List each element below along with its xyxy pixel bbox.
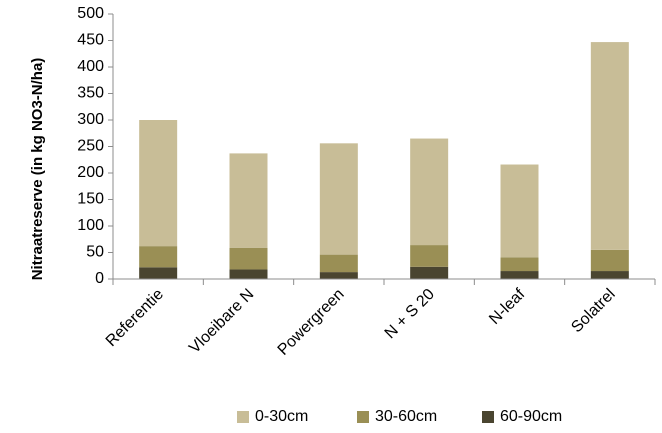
y-tick-label: 0 — [95, 270, 104, 287]
axes — [112, 14, 656, 285]
bar-segment-0-30cm — [410, 138, 449, 246]
x-tick-label: N + S 20 — [382, 286, 438, 342]
bar-segment-0-30cm — [590, 42, 629, 250]
bar-segment-60-90cm — [319, 272, 358, 279]
x-tick-label: Powergreen — [275, 286, 348, 359]
legend-label: 60-90cm — [500, 408, 562, 425]
y-tick-label: 350 — [77, 85, 104, 102]
y-axis: 0 50 100 150 200 250 300 350 400 450 500 — [77, 5, 113, 287]
bar-segment-60-90cm — [410, 266, 449, 279]
legend-swatch-30-60cm — [357, 411, 369, 423]
bar-segment-30-60cm — [319, 254, 358, 273]
bar-segment-60-90cm — [229, 269, 268, 279]
x-axis-labels: Referentie Vloeibare N Powergreen N + S 20 N… — [103, 285, 619, 358]
y-tick-label: 450 — [77, 32, 104, 49]
y-tick-label: 400 — [77, 58, 104, 75]
y-tick-label: 50 — [86, 244, 104, 261]
y-tick-label: 500 — [77, 5, 104, 22]
legend-label: 0-30cm — [255, 408, 308, 425]
legend-swatch-60-90cm — [482, 411, 494, 423]
x-tick-label: Vloeibare N — [186, 286, 257, 357]
x-tick-label: Referentie — [103, 286, 167, 350]
y-axis-title: Nitraatreserve (in kg NO3-N/ha) — [29, 58, 46, 281]
legend-label: 30-60cm — [375, 408, 437, 425]
bar-segment-60-90cm — [500, 271, 539, 279]
bar-segment-30-60cm — [590, 249, 629, 272]
bar-segment-30-60cm — [410, 245, 449, 267]
y-tick-label: 200 — [77, 164, 104, 181]
bar-segment-60-90cm — [139, 267, 178, 279]
bar-segment-0-30cm — [139, 120, 178, 247]
x-tick-label: N-leaf — [486, 285, 529, 328]
bar-segment-30-60cm — [229, 247, 268, 270]
bar-segment-30-60cm — [139, 246, 178, 268]
bars-group — [139, 42, 629, 279]
bar-segment-0-30cm — [229, 153, 268, 248]
legend: 0-30cm 30-60cm 60-90cm — [237, 408, 562, 425]
bar-segment-60-90cm — [590, 271, 629, 279]
bar-segment-30-60cm — [500, 257, 539, 272]
x-tick-label: Solatrel — [568, 286, 618, 336]
y-tick-label: 300 — [77, 111, 104, 128]
bar-segment-0-30cm — [500, 164, 539, 258]
legend-swatch-0-30cm — [237, 411, 249, 423]
bar-segment-0-30cm — [319, 143, 358, 255]
y-tick-label: 250 — [77, 138, 104, 155]
y-tick-label: 100 — [77, 217, 104, 234]
y-tick-label: 150 — [77, 191, 104, 208]
